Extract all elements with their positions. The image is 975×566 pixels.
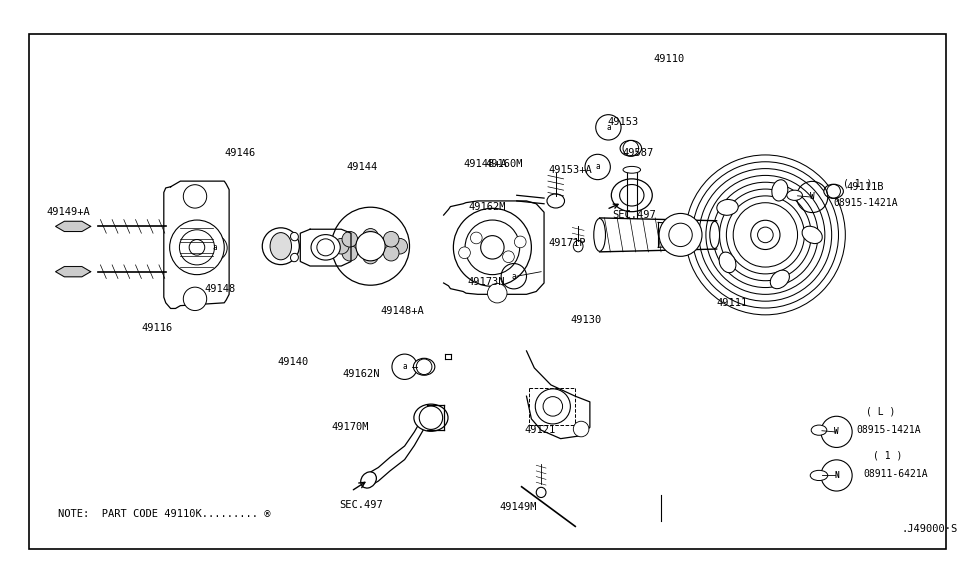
Ellipse shape [787,190,802,200]
Text: a: a [606,123,610,132]
Ellipse shape [620,185,644,206]
Circle shape [419,406,443,430]
Text: 49148+A: 49148+A [463,159,507,169]
Circle shape [659,213,702,256]
Text: 49149+A: 49149+A [47,207,91,217]
Text: 49153+A: 49153+A [548,165,592,175]
Text: 49162N: 49162N [343,368,380,379]
Circle shape [189,239,205,255]
Circle shape [470,232,483,244]
Polygon shape [444,201,544,294]
Ellipse shape [611,179,652,212]
Ellipse shape [291,233,298,241]
Circle shape [363,229,378,244]
Text: 49111B: 49111B [846,182,883,192]
Text: N: N [835,471,838,480]
Circle shape [573,421,589,437]
Text: ( L ): ( L ) [866,406,895,417]
Ellipse shape [717,199,738,215]
Text: SEC.497: SEC.497 [612,210,656,220]
Circle shape [481,235,504,259]
Text: a: a [213,243,216,252]
Circle shape [342,231,358,247]
Text: W: W [835,427,838,436]
Text: a: a [403,362,407,371]
Circle shape [458,247,470,259]
Ellipse shape [824,185,843,199]
Ellipse shape [311,235,340,260]
Ellipse shape [720,252,736,273]
Text: 49160M: 49160M [486,159,523,169]
Text: NOTE:  PART CODE 49110K......... ®: NOTE: PART CODE 49110K......... ® [58,509,271,519]
Ellipse shape [772,180,788,201]
Text: 49171P: 49171P [549,238,586,248]
Circle shape [170,220,224,275]
Ellipse shape [361,472,376,488]
Text: 49149M: 49149M [499,501,536,512]
Text: a: a [596,162,600,171]
Text: 08911-6421A: 08911-6421A [863,469,927,479]
Circle shape [342,246,358,261]
Ellipse shape [594,218,605,251]
Ellipse shape [536,487,546,498]
Ellipse shape [262,228,299,265]
Circle shape [392,238,408,254]
Text: ( 1 ): ( 1 ) [873,451,902,461]
Text: a: a [512,272,516,281]
Text: 49587: 49587 [622,148,653,158]
Text: 08915-1421A: 08915-1421A [856,425,920,435]
Circle shape [515,236,527,248]
Ellipse shape [291,254,298,261]
Ellipse shape [270,233,292,260]
Text: 49140: 49140 [278,357,309,367]
Polygon shape [300,229,351,266]
Ellipse shape [811,425,827,435]
Ellipse shape [413,358,435,375]
Circle shape [488,284,507,303]
Circle shape [332,207,409,285]
Text: 49170M: 49170M [332,422,369,432]
Circle shape [183,287,207,311]
Circle shape [751,220,780,250]
Text: 49110: 49110 [653,54,684,65]
Ellipse shape [547,194,565,208]
Text: W: W [810,192,814,201]
Text: 08915-1421A: 08915-1421A [834,198,898,208]
Text: 49148+A: 49148+A [380,306,424,316]
Ellipse shape [620,140,642,156]
Ellipse shape [623,166,641,173]
Ellipse shape [770,270,790,289]
Ellipse shape [810,470,828,481]
Text: 49162M: 49162M [468,201,505,212]
Circle shape [383,231,399,247]
Ellipse shape [710,221,720,248]
Circle shape [503,251,515,263]
Text: 49111: 49111 [717,298,748,308]
Polygon shape [164,181,229,308]
Ellipse shape [802,226,822,243]
Circle shape [535,389,570,424]
Text: 49144: 49144 [346,162,377,172]
Ellipse shape [573,241,583,252]
Circle shape [356,231,385,261]
Polygon shape [56,221,91,231]
Circle shape [453,208,531,286]
Text: 49121: 49121 [525,425,556,435]
Circle shape [183,185,207,208]
Polygon shape [56,267,91,277]
Circle shape [363,248,378,264]
Text: 49173N: 49173N [468,277,505,287]
Text: 49116: 49116 [141,323,173,333]
Text: .J49000·S: .J49000·S [902,524,958,534]
Circle shape [333,238,349,254]
Text: 49146: 49146 [224,148,255,158]
Circle shape [383,246,399,261]
Text: 49153: 49153 [607,117,639,127]
Text: 49148: 49148 [205,284,236,294]
Text: ( 1 ): ( 1 ) [843,179,873,189]
Ellipse shape [413,404,448,431]
Text: SEC.497: SEC.497 [339,500,383,510]
Text: 49130: 49130 [570,315,602,325]
Polygon shape [526,351,590,439]
